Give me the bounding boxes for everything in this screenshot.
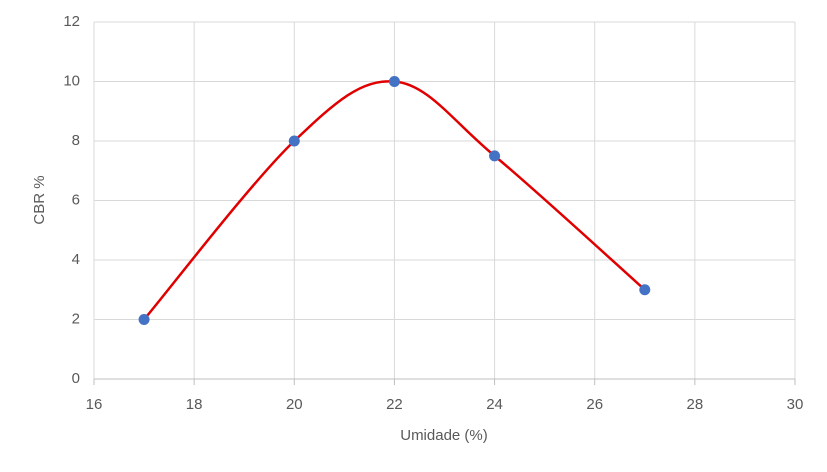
y-tick-label: 6 [72,191,80,208]
y-tick-label: 2 [72,310,80,327]
x-tick-label: 24 [486,396,503,413]
y-axis-label: CBR % [31,175,48,224]
y-tick-label: 8 [72,132,80,149]
point [639,284,651,296]
x-tick-label: 30 [787,396,804,413]
point [489,150,501,162]
y-tick-label: 12 [63,13,80,30]
x-tick-label: 16 [86,396,103,413]
x-tick-label: 20 [286,396,303,413]
point [388,76,400,87]
y-tick-label: 0 [72,370,80,387]
point [138,314,150,325]
x-tick-label: 22 [386,396,403,413]
x-axis-label: Umidade (%) [400,427,488,444]
y-tick-label: 10 [63,72,80,89]
point [288,135,300,147]
x-tick-label: 26 [586,396,603,413]
x-tick-label: 28 [687,396,704,413]
x-tick-label: 18 [186,396,203,413]
y-tick-label: 4 [72,251,80,268]
